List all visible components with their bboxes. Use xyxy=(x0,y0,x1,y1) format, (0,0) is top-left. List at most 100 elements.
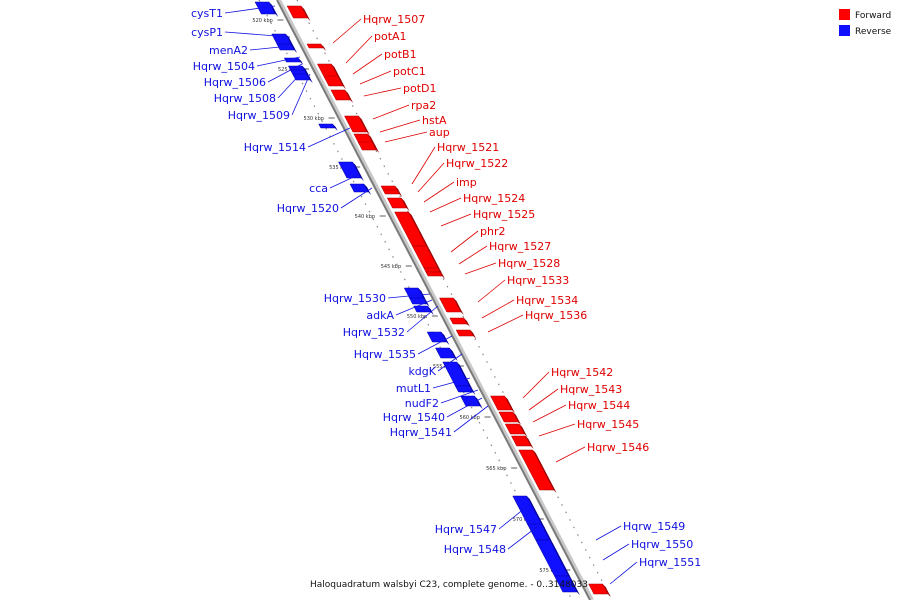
label-leader xyxy=(329,173,361,189)
gene-shade xyxy=(532,450,557,493)
reverse-gene-label: Hqrw_1532 xyxy=(343,326,405,339)
reverse-gene-label: cysP1 xyxy=(191,26,223,39)
legend-forward-label: Forward xyxy=(855,11,891,21)
gene-shade xyxy=(331,64,342,81)
tick-label: 525 kbp xyxy=(278,67,298,73)
label-leader xyxy=(267,63,303,83)
forward-gene-label: Hqrw_1525 xyxy=(473,208,535,221)
label-leader xyxy=(477,279,506,303)
legend: Forward Reverse xyxy=(839,9,892,37)
label-leader xyxy=(417,335,453,355)
label-leader xyxy=(307,127,351,148)
label-leader xyxy=(363,87,402,97)
gene-shade xyxy=(441,332,450,345)
gene-shade xyxy=(397,190,403,197)
forward-gene-label: Hqrw_1545 xyxy=(577,418,639,431)
gene-shade xyxy=(602,584,611,597)
label-leader xyxy=(481,299,515,319)
forward-gene xyxy=(386,197,407,209)
gene-shade xyxy=(439,272,445,279)
reverse-gene xyxy=(318,123,336,129)
forward-gene xyxy=(511,435,532,447)
label-leader xyxy=(277,69,305,99)
reverse-gene-label: Hqrw_1530 xyxy=(324,292,386,305)
forward-gene-label: imp xyxy=(456,176,477,189)
forward-gene-label: Hqrw_1528 xyxy=(498,257,560,270)
label-leader xyxy=(464,262,497,275)
label-leader xyxy=(437,353,463,372)
reverse-gene-label: Hqrw_1520 xyxy=(277,202,339,215)
gene-shade xyxy=(470,330,477,339)
tick-label: 575 kbp xyxy=(539,568,559,574)
label-leader xyxy=(417,162,445,193)
forward-gene xyxy=(425,271,443,277)
reverse-gene-label: Hqrw_1549 xyxy=(623,520,685,533)
reverse-gene-label: adkA xyxy=(366,309,394,322)
tick-label: 570 kbp xyxy=(513,517,533,523)
label-leader xyxy=(372,104,410,120)
forward-gene-label: rpa2 xyxy=(411,99,436,112)
label-leader xyxy=(432,377,471,389)
label-leader xyxy=(532,404,567,423)
gene-labels: Hqrw_1507 potA1 potB1 potC1 potD1 rpa2 hstAaup… xyxy=(191,5,701,585)
legend-reverse-swatch xyxy=(839,25,850,36)
reverse-gene-label: Hqrw_1535 xyxy=(354,348,416,361)
reverse-gene-label: Hqrw_1504 xyxy=(193,60,255,73)
label-leader xyxy=(446,397,483,418)
gene-shade xyxy=(306,74,313,83)
reverse-gene-label: Hqrw_1506 xyxy=(204,76,266,89)
tick-label: 550 kbp xyxy=(407,314,427,320)
forward-gene-label: hstA xyxy=(422,114,447,127)
forward-gene xyxy=(382,189,400,195)
label-leader xyxy=(384,131,428,143)
gene-shade xyxy=(301,6,311,21)
reverse-gene-label: cca xyxy=(309,182,328,195)
forward-gene-label: potD1 xyxy=(403,82,437,95)
reverse-gene-label: menA2 xyxy=(209,44,248,57)
gene-shade xyxy=(298,58,304,65)
label-leader xyxy=(595,525,622,541)
backbone-line xyxy=(276,0,591,600)
gene-shade xyxy=(541,524,553,543)
gene-shade xyxy=(427,306,434,315)
reverse-gene-label: mutL1 xyxy=(396,382,431,395)
reverse-gene xyxy=(349,183,369,193)
gene-shade xyxy=(363,184,372,195)
tick-label: 530 kbp xyxy=(304,116,324,122)
label-leader xyxy=(224,31,291,38)
gene-shade xyxy=(320,44,327,51)
forward-gene xyxy=(498,411,519,423)
reverse-gene-label: Hqrw_1541 xyxy=(390,426,452,439)
forward-gene xyxy=(323,75,344,87)
label-leader xyxy=(387,293,431,299)
gene-shade xyxy=(469,386,476,395)
label-leader xyxy=(249,45,291,51)
forward-gene xyxy=(330,89,351,101)
forward-gene-label: Hqrw_1524 xyxy=(463,192,525,205)
label-leader xyxy=(440,389,479,404)
gene-shade xyxy=(337,76,346,89)
reverse-gene-label: cysT1 xyxy=(191,7,223,20)
tick-label: 545 kbp xyxy=(381,264,401,270)
gene-shade xyxy=(352,162,364,181)
tick-label: 535 kbp xyxy=(329,165,349,171)
gene-shade xyxy=(426,246,441,271)
forward-gene-label: potC1 xyxy=(393,65,426,78)
reverse-gene-label: Hqrw_1551 xyxy=(639,556,701,569)
label-leader xyxy=(359,70,392,85)
gene-shade xyxy=(401,198,410,211)
forward-gene-label: Hqrw_1543 xyxy=(560,383,622,396)
label-leader xyxy=(538,423,576,437)
reverse-gene-label: Hqrw_1509 xyxy=(228,109,290,122)
reverse-gene xyxy=(435,347,456,359)
label-leader xyxy=(291,73,311,116)
forward-gene xyxy=(380,185,398,191)
gene-shade xyxy=(437,268,443,275)
gene-shade xyxy=(474,396,483,409)
legend-forward-swatch xyxy=(839,9,850,20)
gene-shade xyxy=(525,436,534,449)
label-leader xyxy=(256,56,301,67)
reverse-gene-label: Hqrw_1508 xyxy=(214,92,276,105)
tick-label: 540 kbp xyxy=(355,214,375,220)
gene-shade xyxy=(568,576,580,595)
